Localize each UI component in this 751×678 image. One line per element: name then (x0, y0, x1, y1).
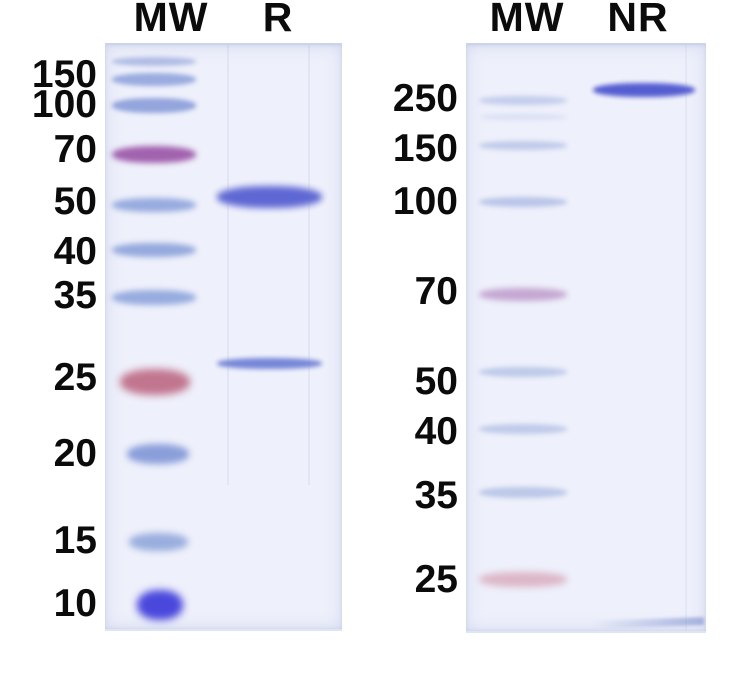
ladder-band-100 (479, 197, 567, 207)
ladder-band-250 (479, 95, 567, 105)
ladder-band-50 (479, 367, 567, 377)
lane-streak (685, 45, 687, 631)
marker-label-35: 35 (53, 274, 97, 317)
marker-labels-reduced: 150 100 70 50 40 35 25 20 15 10 (0, 0, 97, 678)
marker-label-20: 20 (53, 432, 97, 475)
lane-header-mw-left: MW (133, 0, 209, 40)
gel-image-nonreduced (466, 43, 706, 633)
lane-header-nr: NR (607, 0, 669, 40)
ladder-band-100 (112, 97, 196, 113)
dye-front (591, 617, 705, 629)
lane-header-mw-right: MW (489, 0, 565, 40)
lane-header-r: R (262, 0, 294, 40)
ladder-band-40 (112, 243, 196, 257)
sample-band-NR-~250 intact IgG (593, 83, 695, 97)
sample-band-R-~25 light chain (217, 357, 322, 369)
ladder-band-250b (479, 114, 567, 120)
marker-label-15: 15 (53, 519, 97, 562)
ladder-band-150 (479, 140, 567, 150)
ladder-band-20 (127, 444, 189, 464)
lane-streak (308, 45, 310, 485)
marker-label-40: 40 (53, 230, 97, 273)
ladder-band-70 (112, 145, 196, 163)
ladder-band-250 (112, 56, 196, 66)
marker-label-10: 10 (53, 582, 97, 625)
marker-label-25: 25 (53, 356, 97, 399)
ladder-band-50 (112, 198, 196, 212)
gel-image-reduced (105, 43, 342, 631)
ladder-band-10 (137, 590, 183, 620)
marker-label-70: 70 (53, 128, 97, 171)
marker-label-35: 35 (414, 474, 458, 517)
marker-labels-nonreduced: 250 150 100 70 50 40 35 25 (392, 77, 458, 601)
ladder-band-25 (120, 369, 190, 395)
marker-label-25: 25 (414, 558, 458, 601)
marker-label-40: 40 (414, 410, 458, 453)
marker-label-70: 70 (414, 270, 458, 313)
sample-band-R-~50 heavy chain (217, 186, 322, 208)
lane-streak (227, 45, 229, 485)
marker-label-150: 150 (31, 53, 97, 96)
ladder-band-35 (112, 289, 196, 305)
ladder-band-15 (129, 533, 188, 551)
ladder-band-25 (479, 571, 567, 587)
ladder-band-40 (479, 424, 567, 434)
ladder-band-70 (479, 287, 567, 301)
ladder-band-35 (479, 486, 567, 498)
marker-label-100: 100 (31, 83, 97, 126)
marker-label-50: 50 (414, 360, 458, 403)
marker-label-100: 100 (392, 180, 458, 223)
marker-label-150: 150 (392, 127, 458, 170)
marker-label-250: 250 (392, 77, 458, 120)
marker-label-50: 50 (53, 180, 97, 223)
ladder-band-150 (112, 72, 196, 86)
